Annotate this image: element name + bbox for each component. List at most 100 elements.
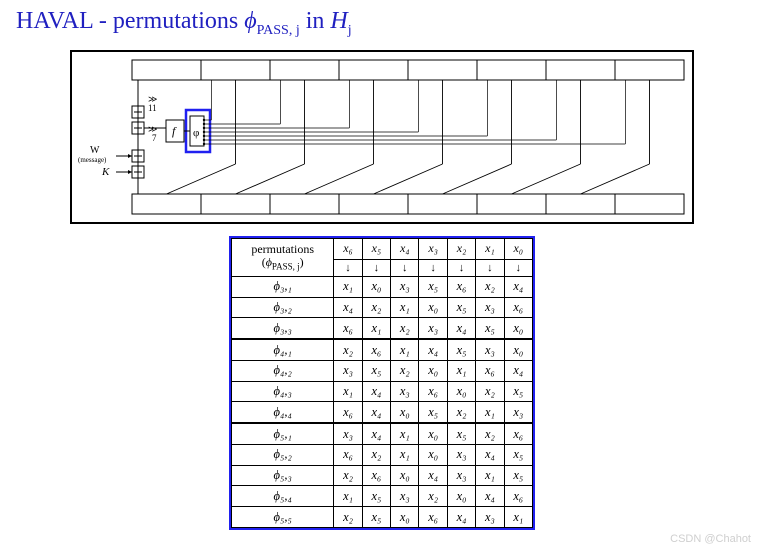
row-cell: x₂ [447, 402, 475, 423]
row-cell: x₄ [362, 423, 390, 444]
shift-line [305, 164, 374, 194]
row-cell: x₆ [504, 297, 532, 318]
row-cell: x₃ [476, 297, 504, 318]
bottom-cell [408, 194, 477, 214]
row-cell: x₄ [419, 339, 447, 360]
bottom-cell [339, 194, 408, 214]
row-cell: x₃ [447, 465, 475, 486]
row-cell: x₀ [419, 361, 447, 382]
phi-label: φ [193, 127, 199, 139]
slide-title: HAVAL - permutations ϕPASS, j in Hj [16, 8, 352, 39]
row-cell: x₀ [504, 318, 532, 339]
row-cell: x₁ [391, 445, 419, 466]
table-arrow: ↓ [504, 259, 532, 276]
row-cell: x₆ [334, 402, 362, 423]
row-cell: x₂ [476, 276, 504, 297]
row-label: ϕ₄,₄ [232, 402, 334, 423]
top-cell [132, 60, 201, 80]
table-row: ϕ₄,₃x₁x₄x₃x₆x₀x₂x₅ [232, 381, 533, 402]
row-cell: x₀ [419, 297, 447, 318]
row-cell: x₅ [447, 297, 475, 318]
top-cell [408, 60, 477, 80]
table-row: ϕ₅,₃x₂x₆x₀x₄x₃x₁x₅ [232, 465, 533, 486]
row-cell: x₅ [476, 318, 504, 339]
row-cell: x₅ [447, 339, 475, 360]
row-label: ϕ₅,₄ [232, 486, 334, 507]
row-cell: x₆ [447, 276, 475, 297]
row-cell: x₅ [419, 402, 447, 423]
row-cell: x₅ [504, 381, 532, 402]
K-label: K [101, 166, 110, 178]
bottom-cell [615, 194, 684, 214]
W-label: W [90, 145, 100, 156]
bottom-cell [477, 194, 546, 214]
shift-line [236, 164, 305, 194]
row-label: ϕ₅,₁ [232, 423, 334, 444]
row-cell: x₀ [447, 486, 475, 507]
title-H: H [330, 8, 347, 34]
row-cell: x₀ [419, 445, 447, 466]
row-cell: x₂ [476, 381, 504, 402]
row-cell: x₄ [476, 486, 504, 507]
table-header-col: x₂ [447, 239, 475, 260]
top-cell [477, 60, 546, 80]
table-header-col: x₄ [391, 239, 419, 260]
row-cell: x₃ [391, 486, 419, 507]
table-row: ϕ₅,₄x₁x₅x₃x₂x₀x₄x₆ [232, 486, 533, 507]
title-mid: in [300, 8, 331, 34]
row-cell: x₄ [504, 361, 532, 382]
diagram-svg: ≫11≫7fφW(message)K [72, 52, 692, 222]
row-cell: x₀ [419, 423, 447, 444]
table-header-col: x₃ [419, 239, 447, 260]
title-prefix: HAVAL - permutations [16, 8, 244, 34]
row-cell: x₅ [504, 465, 532, 486]
rot-bot-val: 7 [152, 133, 157, 143]
row-cell: x₁ [476, 465, 504, 486]
table-header-col: x₀ [504, 239, 532, 260]
row-cell: x₂ [362, 445, 390, 466]
table-row: ϕ₅,₅x₂x₅x₀x₆x₄x₃x₁ [232, 507, 533, 528]
table-row: ϕ₄,₁x₂x₆x₁x₄x₅x₃x₀ [232, 339, 533, 360]
rot-top-val: 11 [148, 103, 157, 113]
row-cell: x₆ [334, 445, 362, 466]
table-arrow: ↓ [476, 259, 504, 276]
title-phi-sub: PASS, j [257, 23, 300, 38]
table-row: ϕ₃,₂x₄x₂x₁x₀x₅x₃x₆ [232, 297, 533, 318]
row-cell: x₆ [334, 318, 362, 339]
row-cell: x₄ [334, 297, 362, 318]
title-phi: ϕ [244, 8, 256, 34]
row-cell: x₂ [334, 339, 362, 360]
row-cell: x₁ [362, 318, 390, 339]
row-cell: x₂ [419, 486, 447, 507]
top-cell [546, 60, 615, 80]
row-cell: x₆ [362, 465, 390, 486]
table-header-col: x₁ [476, 239, 504, 260]
row-cell: x₃ [504, 402, 532, 423]
row-cell: x₀ [391, 507, 419, 528]
row-label: ϕ₃,₁ [232, 276, 334, 297]
row-cell: x₃ [476, 339, 504, 360]
row-label: ϕ₃,₂ [232, 297, 334, 318]
row-label: ϕ₄,₁ [232, 339, 334, 360]
row-cell: x₄ [362, 381, 390, 402]
row-cell: x₁ [334, 276, 362, 297]
row-cell: x₅ [419, 276, 447, 297]
row-cell: x₀ [362, 276, 390, 297]
permutation-table: permutations(ϕPASS, j)x₆x₅x₄x₃x₂x₁x₀↓↓↓↓… [231, 238, 533, 528]
row-cell: x₁ [476, 402, 504, 423]
row-cell: x₃ [334, 423, 362, 444]
title-H-sub: j [348, 23, 352, 38]
shift-line [167, 164, 236, 194]
row-cell: x₂ [391, 318, 419, 339]
table-row: ϕ₃,₁x₁x₀x₃x₅x₆x₂x₄ [232, 276, 533, 297]
row-cell: x₁ [504, 507, 532, 528]
row-label: ϕ₃,₃ [232, 318, 334, 339]
row-label: ϕ₄,₃ [232, 381, 334, 402]
row-cell: x₃ [419, 318, 447, 339]
shift-line [374, 164, 443, 194]
row-cell: x₂ [476, 423, 504, 444]
diagram-frame: ≫11≫7fφW(message)K [70, 50, 694, 224]
row-cell: x₂ [334, 507, 362, 528]
row-label: ϕ₅,₂ [232, 445, 334, 466]
row-label: ϕ₅,₅ [232, 507, 334, 528]
